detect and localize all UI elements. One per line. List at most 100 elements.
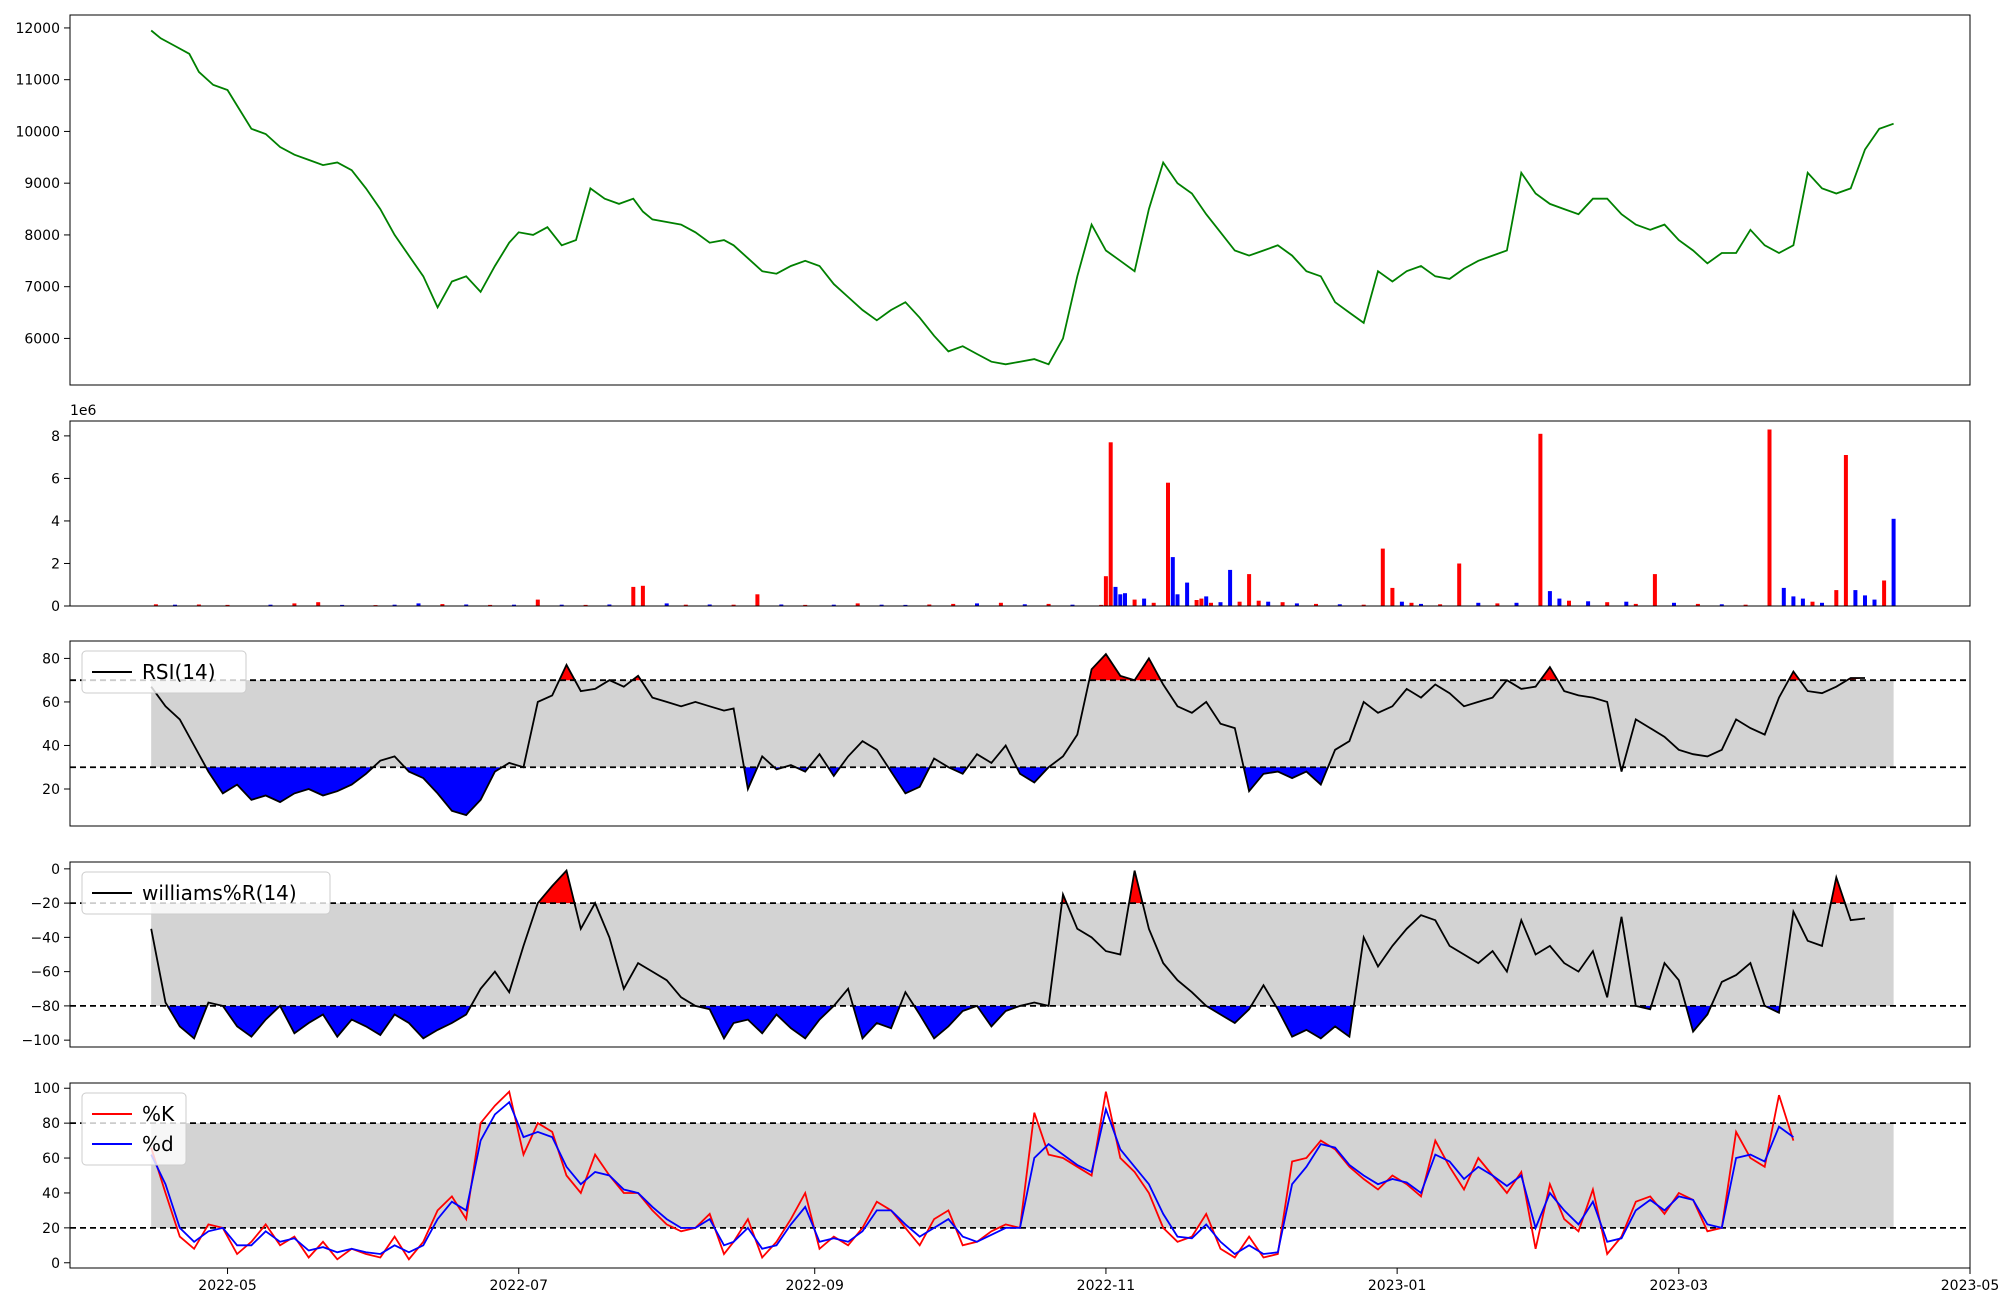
volume-bar (488, 604, 493, 606)
volume-bar (1719, 604, 1724, 606)
volume-bar (1419, 603, 1423, 606)
volume-bar (1228, 569, 1233, 606)
williams-band (151, 903, 1894, 1006)
volume-y-tick-label: 4 (51, 514, 60, 530)
williams-overbought-fill (1831, 877, 1845, 904)
volume-bar (1337, 604, 1342, 606)
volume-bar (731, 604, 736, 606)
volume-bar (1652, 574, 1657, 606)
volume-bar (1514, 602, 1519, 606)
stochastic-d-line (150, 1100, 1794, 1256)
volume-bar (1547, 591, 1552, 606)
williams-y-tick-label: −100 (22, 1033, 60, 1049)
price-y-tick-label: 10000 (15, 124, 60, 140)
axes-layer (64, 14, 1971, 1274)
volume-bar (1118, 594, 1123, 606)
rsi-oversold-fill (206, 767, 374, 803)
volume-y-tick-label: 2 (51, 556, 60, 572)
volume-plot-frame (69, 420, 1971, 607)
volume-bar (1767, 429, 1772, 606)
volume-bar (879, 604, 884, 606)
volume-bar (1166, 482, 1170, 606)
x-tick-label: 2023-03 (1650, 1278, 1709, 1294)
volume-bar (1132, 599, 1137, 606)
price-y-tick-label: 9000 (24, 176, 60, 192)
volume-bar (583, 604, 588, 606)
volume-bar (1672, 602, 1676, 606)
williams-line (150, 868, 1866, 1041)
williams-overbought-fill (537, 870, 575, 904)
volume-bar (153, 604, 158, 606)
volume-bar (1361, 604, 1366, 606)
volume-bar (316, 602, 321, 606)
volume-bar (1199, 598, 1204, 606)
rsi-overbought-fill (559, 664, 575, 681)
volume-bar (392, 604, 397, 606)
volume-bar (268, 604, 273, 606)
rsi-overbought-fill (1540, 667, 1558, 681)
rsi-overbought-fill (1134, 658, 1161, 681)
volume-bar (1142, 598, 1147, 606)
rsi-legend-label: RSI(14) (142, 660, 216, 684)
price-y-tick-label: 7000 (24, 280, 60, 296)
volume-bar (1103, 576, 1108, 606)
stochastic-legend-label: %K (142, 1102, 175, 1126)
rsi-oversold-fill (1016, 767, 1049, 783)
volume-bar (512, 604, 516, 606)
rsi-y-tick-label: 20 (42, 782, 60, 798)
rsi-y-tick-label: 60 (42, 695, 60, 711)
williams-plot-frame (69, 861, 1971, 1048)
volume-bar (803, 604, 808, 606)
volume-bar (683, 604, 688, 606)
williams-oversold-fill (280, 1005, 471, 1039)
volume-bar (1476, 602, 1481, 606)
stochastic-y-tick-label: 60 (42, 1151, 60, 1167)
labels-layer: 6000700080009000100001100012000024682040… (15, 21, 1999, 1294)
volume-bar (173, 604, 177, 606)
volume-bar (1170, 557, 1175, 606)
price-y-tick-label: 12000 (15, 21, 60, 37)
volume-bar (1567, 600, 1571, 606)
volume-bar (1800, 598, 1805, 606)
volume-bar (535, 599, 540, 606)
stochastic-legend-box (81, 1092, 187, 1166)
volume-bar (340, 604, 345, 606)
volume-bar (1108, 442, 1113, 606)
volume-bar (607, 604, 612, 606)
volume-scale-label: 1e6 (70, 403, 97, 419)
rsi-y-tick-label: 40 (42, 738, 60, 754)
x-tick-label: 2023-05 (1941, 1278, 2000, 1294)
volume-bar (416, 603, 421, 606)
stochastic-plot-frame (69, 1082, 1971, 1269)
price-line (150, 29, 1894, 366)
fills-layer (151, 654, 1894, 1228)
volume-bar (903, 604, 908, 606)
volume-bar (1863, 595, 1867, 606)
williams-oversold-fill (1206, 1005, 1252, 1023)
volume-bar (1185, 582, 1190, 606)
williams-y-tick-label: 0 (51, 862, 60, 878)
stochastic-y-tick-label: 80 (42, 1116, 60, 1132)
volume-bar (1457, 563, 1462, 606)
volume-bar (1557, 598, 1562, 606)
price-plot-frame (69, 14, 1971, 386)
stochastic-k-line (150, 1089, 1795, 1261)
x-tick-label: 2022-11 (1077, 1278, 1136, 1294)
volume-bar (1605, 602, 1610, 606)
volume-bar (559, 604, 564, 606)
stochastic-y-tick-label: 0 (51, 1256, 60, 1272)
volume-bar (1113, 586, 1118, 606)
rsi-legend-box (81, 650, 247, 694)
volume-bar (1070, 604, 1075, 606)
volume-bar (1743, 604, 1748, 606)
volume-bar (1834, 590, 1839, 606)
x-tick-label: 2022-09 (785, 1278, 844, 1294)
rsi-plot-frame (69, 640, 1971, 827)
stochastic-y-tick-label: 40 (42, 1186, 60, 1202)
x-tick-label: 2022-05 (198, 1278, 257, 1294)
volume-bar (664, 603, 669, 606)
rsi-oversold-fill (404, 767, 502, 816)
volume-bar (1280, 602, 1285, 606)
price-y-tick-label: 11000 (15, 73, 60, 89)
